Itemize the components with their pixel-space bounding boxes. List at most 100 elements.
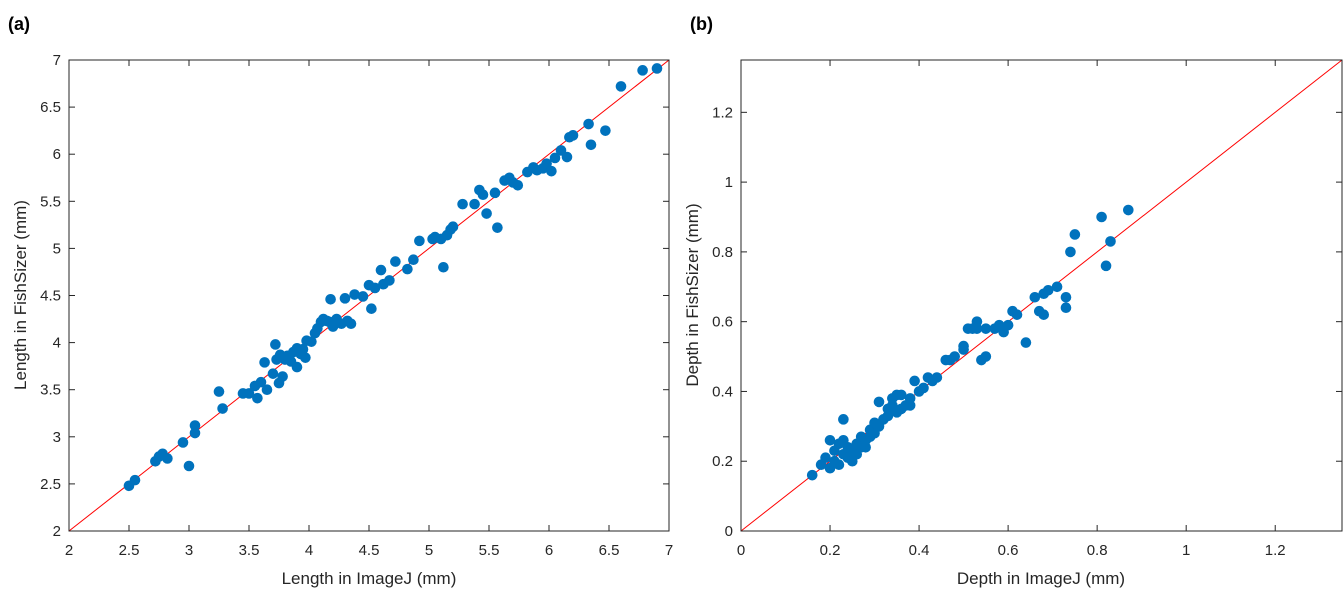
y-tick-label: 3 (53, 429, 61, 446)
x-tick-label: 3 (185, 542, 193, 559)
data-point (259, 357, 270, 368)
plot-frame-b (740, 59, 1343, 532)
data-point (270, 339, 281, 350)
data-point (567, 130, 579, 141)
data-point (1105, 236, 1116, 247)
data-point (339, 293, 351, 304)
y-tick-label: 1 (725, 174, 733, 191)
y-tick-label: 0 (725, 523, 733, 540)
data-point (414, 235, 425, 247)
data-point (1020, 337, 1032, 348)
data-point (585, 139, 597, 151)
data-point (512, 179, 524, 191)
x-tick-label: 4.5 (359, 542, 380, 559)
panel-label-a: (a) (8, 14, 30, 34)
x-tick-label: 1 (1182, 542, 1190, 559)
data-point (980, 351, 992, 362)
data-point (971, 316, 983, 327)
data-point (931, 372, 943, 383)
data-point (438, 261, 449, 273)
y-tick-label: 6 (53, 146, 61, 163)
data-point (267, 368, 279, 379)
x-tick-label: 0.4 (909, 542, 930, 559)
data-point (357, 291, 369, 302)
data-point (1042, 284, 1054, 296)
data-point (1011, 309, 1023, 320)
y-axis-label-b: Depth in FishSizer (mm) (683, 203, 702, 386)
data-point (980, 323, 992, 334)
x-axis-label-a: Length in ImageJ (mm) (282, 569, 457, 588)
data-point (457, 198, 468, 210)
data-point (129, 474, 141, 486)
data-point (806, 469, 818, 481)
data-point (384, 275, 395, 286)
data-point (860, 441, 871, 453)
data-point (1060, 291, 1072, 303)
y-tick-label: 0.8 (712, 244, 733, 261)
data-point (1051, 281, 1063, 293)
x-tick-label: 6 (545, 542, 553, 559)
y-tick-label: 6.5 (40, 99, 61, 116)
data-point (177, 437, 189, 448)
data-point (252, 392, 263, 404)
data-point (873, 396, 885, 408)
data-point (366, 303, 377, 314)
x-tick-label: 7 (665, 542, 673, 559)
y-tick-label: 5.5 (40, 193, 61, 210)
y-tick-label: 0.2 (712, 453, 733, 470)
data-point (481, 208, 492, 219)
panel-a: (a) 2 2.5 3 3.5 4 4.5 5 5.5 6 6.5 7 2 2.5 3 3.5 4 4.5 5 5… (8, 14, 673, 588)
data-point (958, 344, 969, 355)
data-point (651, 63, 663, 74)
data-point (1069, 229, 1081, 240)
data-point (447, 221, 459, 233)
x-tick-label: 0.8 (1087, 542, 1108, 559)
y-tick-label: 2 (53, 523, 61, 540)
data-point (833, 459, 845, 471)
data-point (477, 189, 489, 201)
data-point (949, 351, 960, 362)
y-tick-label: 4.5 (40, 288, 61, 305)
data-point (189, 427, 201, 439)
x-axis-label-b: Depth in ImageJ (mm) (957, 569, 1125, 588)
data-point (1096, 211, 1107, 223)
data-point (824, 434, 836, 446)
data-point (369, 282, 381, 294)
data-point (1065, 246, 1076, 258)
data-point (918, 382, 929, 394)
data-point (345, 318, 357, 330)
data-point (325, 293, 336, 305)
x-tick-label: 5 (425, 542, 433, 559)
data-point (904, 393, 916, 404)
x-tick-label: 6.5 (599, 542, 620, 559)
data-point (1002, 319, 1014, 331)
data-point (189, 420, 201, 431)
x-tick-label: 2.5 (119, 542, 140, 559)
data-point (183, 460, 195, 472)
x-tick-label: 3.5 (239, 542, 260, 559)
x-tick-label: 1.2 (1265, 542, 1286, 559)
x-tick-label: 0 (737, 542, 745, 559)
data-point (255, 376, 267, 388)
data-point (300, 352, 311, 363)
data-point (1123, 204, 1134, 216)
y-tick-label: 5 (53, 240, 61, 257)
data-point (637, 65, 648, 76)
data-point (261, 384, 273, 396)
data-point (297, 343, 309, 355)
x-tick-label: 5.5 (479, 542, 500, 559)
data-point (838, 414, 849, 425)
data-point (162, 453, 173, 464)
y-tick-label: 0.6 (712, 314, 733, 331)
data-point (390, 256, 401, 267)
x-tick-label: 0.2 (820, 542, 841, 559)
data-point (549, 152, 561, 164)
y-axis-label-a: Length in FishSizer (mm) (11, 200, 30, 390)
data-point (1060, 302, 1072, 314)
y-tick-label: 1.2 (712, 104, 733, 121)
data-point (820, 452, 831, 464)
data-point (469, 198, 480, 210)
y-tick-label: 4 (53, 335, 61, 352)
x-tick-label: 4 (305, 542, 313, 559)
